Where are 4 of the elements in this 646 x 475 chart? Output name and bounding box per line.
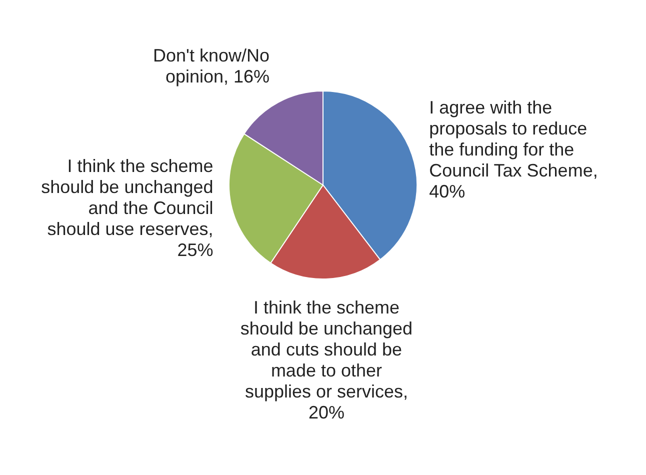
slice-label: I think the scheme should be unchanged and cuts should be made to other supplies or services, 20%: [240, 298, 413, 423]
slice-label: Don't know/No opinion, 16%: [153, 45, 270, 86]
slice-label: I think the scheme should be unchanged and the Council should use reserves, 25%: [41, 156, 214, 260]
slice-label: I agree with the proposals to reduce the funding for the Council Tax Scheme, 40%: [429, 97, 598, 202]
